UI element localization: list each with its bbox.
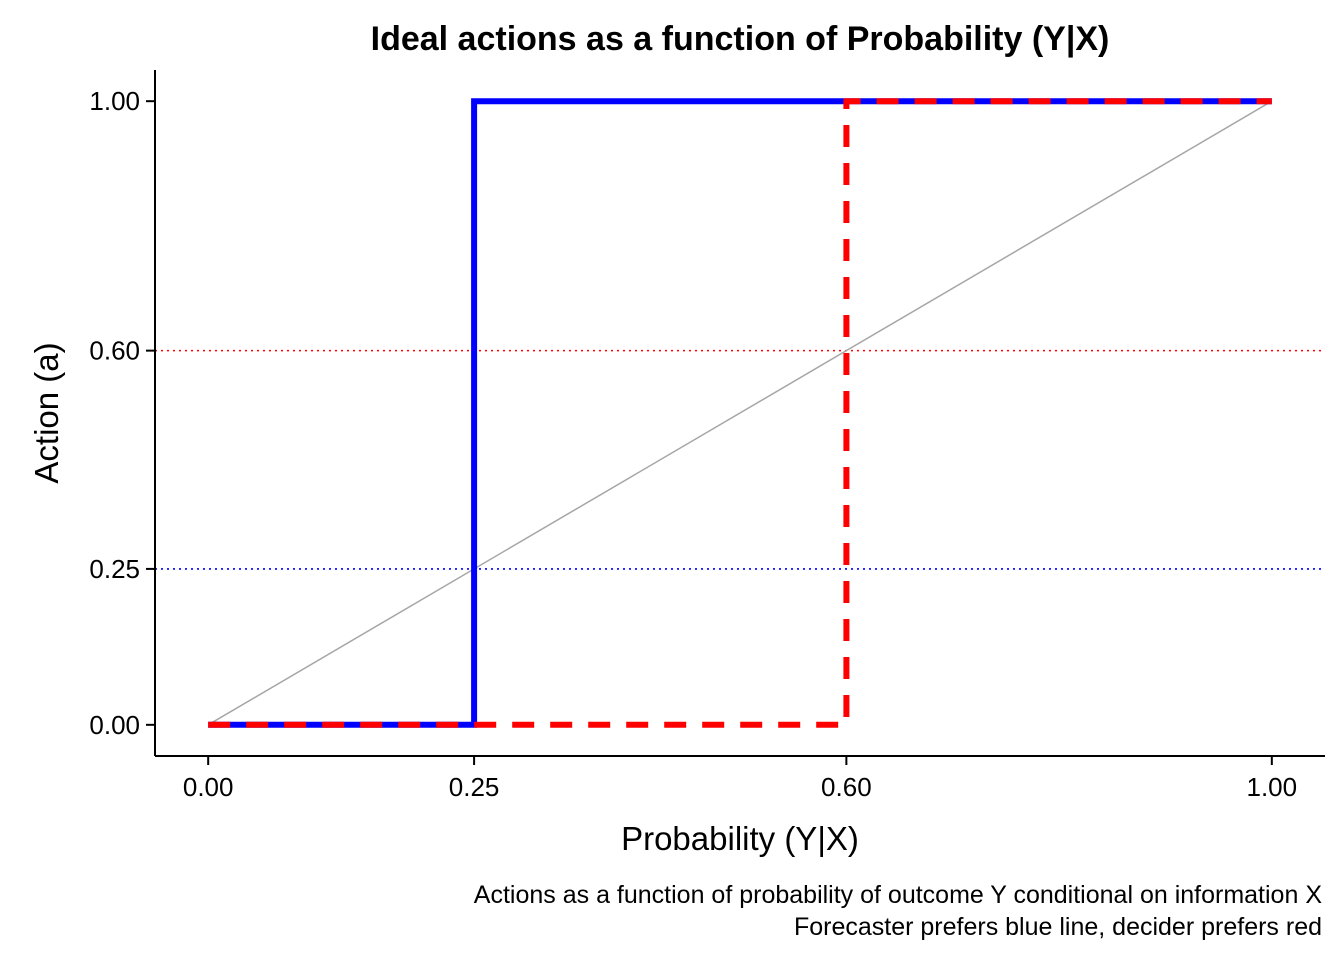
- series-identity-line: [207, 100, 1273, 726]
- series-decider-line: [208, 98, 1272, 728]
- y-tick-label-1: 0.25: [89, 554, 140, 584]
- y-tick-label-0: 0.00: [89, 710, 140, 740]
- y-axis-title: Action (a): [28, 342, 65, 483]
- x-tick-label-2: 0.60: [821, 772, 872, 802]
- plot-area: [155, 98, 1325, 728]
- axis-ticks: 0.00 0.25 0.60 1.00 0.00 0.25 0.60 1.00: [89, 86, 1297, 802]
- x-tick-label-3: 1.00: [1247, 772, 1298, 802]
- y-tick-label-2: 0.60: [89, 336, 140, 366]
- x-tick-label-1: 0.25: [449, 772, 500, 802]
- caption-line-1: Actions as a function of probability of …: [474, 881, 1323, 909]
- x-tick-label-0: 0.00: [183, 772, 234, 802]
- chart-title: Ideal actions as a function of Probabili…: [371, 20, 1110, 58]
- x-axis-title: Probability (Y|X): [621, 820, 859, 857]
- y-tick-label-3: 1.00: [89, 86, 140, 116]
- caption-line-2: Forecaster prefers blue line, decider pr…: [794, 913, 1322, 941]
